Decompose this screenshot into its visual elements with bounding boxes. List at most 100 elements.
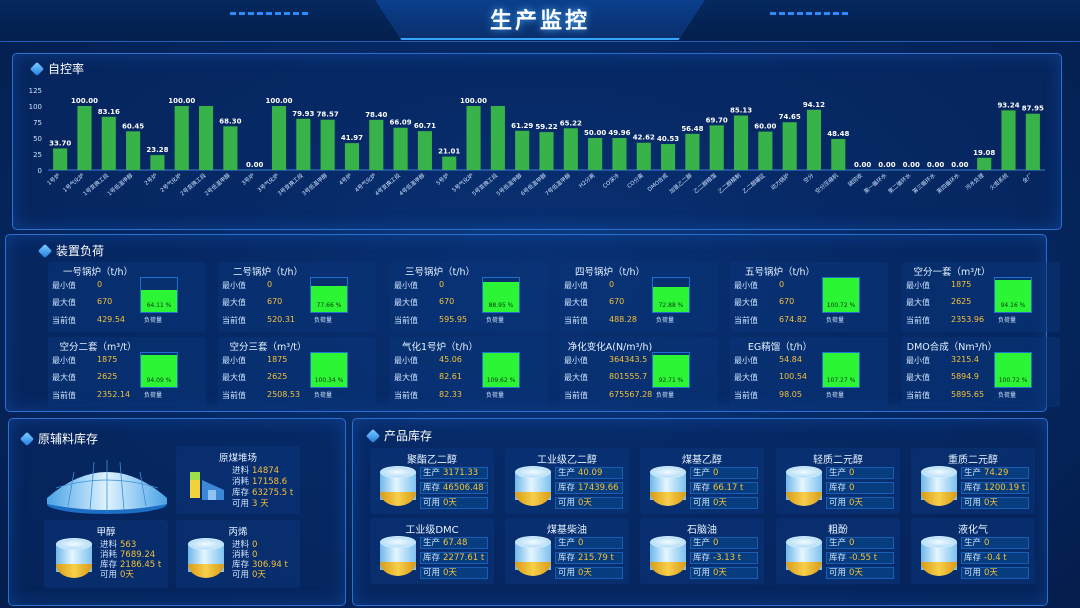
product-prod: 生产 3171.33 <box>420 467 488 479</box>
load-label: 负荷量 <box>656 392 675 399</box>
data-label: 56.48 <box>681 125 703 133</box>
y-tick-label: 50 <box>33 135 42 143</box>
product-card: 煤基乙醇 生产 0 库存 66.17 t 可用 0天 <box>640 448 764 514</box>
x-tick-label: 第三循环水 <box>911 171 938 195</box>
chart-bar <box>466 106 481 170</box>
product-stock: 库存 1200.19 t <box>961 482 1029 494</box>
product-stock: 库存 -3.13 t <box>690 552 758 564</box>
product-avail: 可用 0天 <box>555 497 623 509</box>
x-tick-label: 火炬系统 <box>988 171 1010 192</box>
max-row: 最大值 2625 <box>52 372 118 382</box>
load-percent: 94.09 % <box>146 377 172 384</box>
load-gauge: 109.62 % <box>482 352 520 388</box>
min-row: 最小值 0 <box>222 280 273 290</box>
product-avail: 可用 0天 <box>961 567 1029 579</box>
header-decoration <box>770 12 850 15</box>
product-prod: 生产 0 <box>826 537 894 549</box>
x-tick-label: H2分离 <box>577 171 597 189</box>
y-tick-label: 0 <box>38 167 42 175</box>
product-avail: 可用 0天 <box>826 567 894 579</box>
product-prod: 生产 0 <box>961 537 1029 549</box>
panel-title: 产品库存 <box>384 429 433 443</box>
product-prod: 生产 0 <box>555 537 623 549</box>
load-card-name: DMO合成（Nm³/h） <box>906 342 998 353</box>
chart-bar <box>1001 110 1016 170</box>
data-label: 100.00 <box>460 97 487 105</box>
data-label: 0.00 <box>951 161 968 169</box>
chart-bar <box>758 131 773 170</box>
x-tick-label: 污水处理 <box>963 171 985 192</box>
chart-bar <box>709 125 724 170</box>
product-avail: 可用 0天 <box>826 497 894 509</box>
chart-bar <box>806 109 822 170</box>
load-gauge: 72.88 % <box>652 277 690 313</box>
x-tick-label: 第一循环水 <box>862 171 889 195</box>
x-tick-label: 1号炉 <box>45 171 62 187</box>
product-avail: 可用 0天 <box>420 567 488 579</box>
data-label: 19.08 <box>973 149 995 157</box>
load-card: 气化1号炉（t/h） 最小值 45.06 最大值 82.61 当前值 82.33 10… <box>390 337 548 407</box>
max-row: 最大值 801555.7 <box>564 372 648 382</box>
data-label: 0.00 <box>903 161 920 169</box>
max-row: 最大值 670 <box>394 297 455 307</box>
storage-tank-icon <box>380 536 416 576</box>
data-label: 60.71 <box>414 122 436 130</box>
load-percent: 100.72 % <box>998 377 1028 384</box>
y-tick-label: 125 <box>29 87 42 95</box>
data-label: 42.62 <box>633 134 655 142</box>
max-row: 最大值 5894.9 <box>906 372 979 382</box>
load-percent: 100.72 % <box>826 302 856 309</box>
x-tick-label: 乙二醇罐区 <box>740 171 767 195</box>
coal-out: 消耗 17158.6 <box>232 477 288 487</box>
load-percent: 77.66 % <box>316 302 342 309</box>
product-prod: 生产 0 <box>826 467 894 479</box>
x-tick-label: 4号气化炉 <box>353 171 378 194</box>
product-card: 工业级DMC 生产 67.48 库存 2277.61 t 可用 0天 <box>370 518 494 584</box>
load-gauge: 94.16 % <box>994 277 1032 313</box>
product-avail: 可用 0天 <box>690 567 758 579</box>
cur-row: 当前值 520.31 <box>222 315 295 325</box>
data-label: 100.00 <box>168 97 195 105</box>
data-label: 93.24 <box>997 101 1019 109</box>
load-card-name: 五号锅炉（t/h） <box>745 267 815 278</box>
chart-bar <box>393 127 408 170</box>
load-gauge: 100.34 % <box>310 352 348 388</box>
storage-tank-icon <box>515 536 551 576</box>
cube-icon <box>19 431 35 446</box>
product-name: 工业级DMC <box>405 525 459 536</box>
title-plate <box>375 0 705 40</box>
max-row: 最大值 670 <box>734 297 795 307</box>
raw-material-title: 原辅料库存 <box>19 430 98 447</box>
chart-bar <box>174 106 189 170</box>
chart-bar <box>344 143 360 170</box>
product-card: 煤基柴油 生产 0 库存 215.79 t 可用 0天 <box>505 518 629 584</box>
x-tick-label: 硫回收 <box>846 171 864 188</box>
load-gauge: 64.11 % <box>140 277 178 313</box>
product-avail: 可用 0天 <box>420 497 488 509</box>
chart-bar <box>223 126 238 170</box>
product-name: 液化气 <box>958 525 988 536</box>
y-tick-label: 25 <box>33 151 42 159</box>
chart-bar <box>320 119 335 170</box>
load-card-name: 三号锅炉（t/h） <box>405 267 475 278</box>
load-percent: 94.16 % <box>1000 302 1026 309</box>
cur-row: 当前值 2352.14 <box>52 390 131 400</box>
product-stock: 库存 2277.61 t <box>420 552 488 564</box>
data-label: 69.70 <box>706 116 728 124</box>
product-stock-title: 产品库存 <box>365 427 433 444</box>
coal-stock: 库存 63275.5 t <box>232 488 294 498</box>
raw-stock: 库存 306.94 t <box>232 560 288 570</box>
load-card: 空分二套（m³/t） 最小值 1875 最大值 2625 当前值 2352.14 94… <box>48 337 206 407</box>
storage-tank-icon <box>921 466 957 506</box>
control-rate-title: 自控率 <box>29 60 84 77</box>
raw-in: 进料 563 <box>100 540 137 550</box>
product-card: 石脑油 生产 0 库存 -3.13 t 可用 0天 <box>640 518 764 584</box>
x-tick-label: 2号炉 <box>142 171 159 187</box>
data-label: 61.29 <box>511 122 533 130</box>
dome-storage-icon <box>47 460 167 514</box>
chart-bar <box>271 106 287 170</box>
cur-row: 当前值 674.82 <box>734 315 807 325</box>
load-label: 负荷量 <box>486 392 505 399</box>
y-tick-label: 100 <box>29 103 42 111</box>
x-tick-label: CO分离 <box>625 171 645 190</box>
